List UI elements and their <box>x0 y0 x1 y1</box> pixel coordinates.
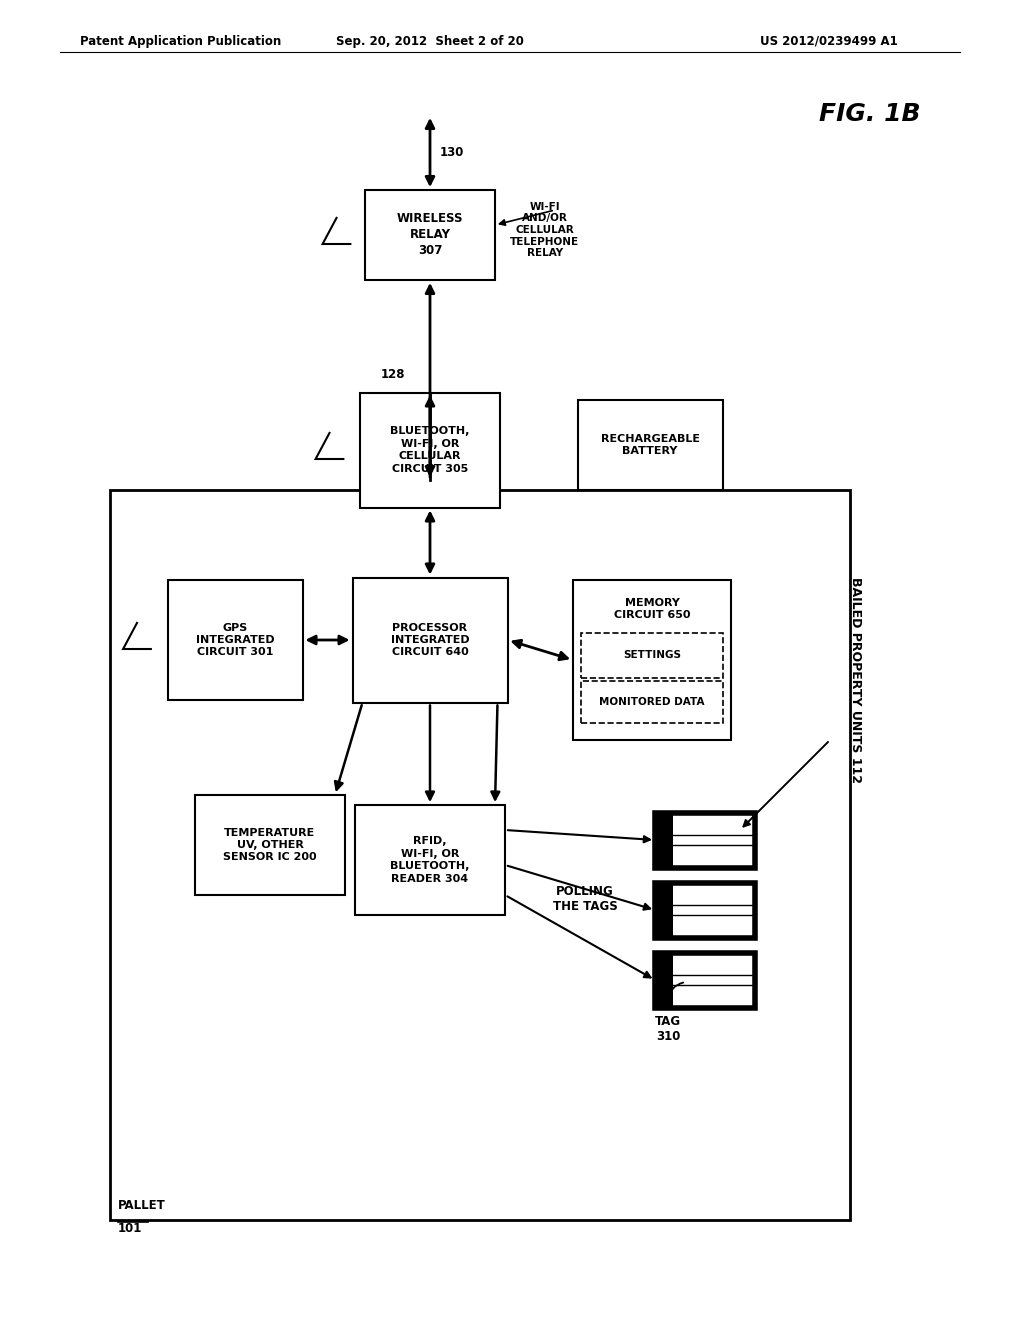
Bar <box>655 813 755 867</box>
Text: WI-FI
AND/OR
CELLULAR
TELEPHONE
RELAY: WI-FI AND/OR CELLULAR TELEPHONE RELAY <box>510 202 580 259</box>
Bar <box>355 805 505 915</box>
Text: SETTINGS: SETTINGS <box>623 649 681 660</box>
Text: MEMORY
CIRCUIT 650: MEMORY CIRCUIT 650 <box>613 598 690 620</box>
Text: GPS
INTEGRATED
CIRCUIT 301: GPS INTEGRATED CIRCUIT 301 <box>196 623 274 657</box>
Text: RECHARGEABLE
BATTERY: RECHARGEABLE BATTERY <box>600 434 699 457</box>
Text: 101: 101 <box>118 1222 142 1236</box>
Bar <box>581 632 723 677</box>
Bar <box>655 883 673 937</box>
Text: BLUETOOTH,
WI-FI, OR
CELLULAR
CIRCUIT 305: BLUETOOTH, WI-FI, OR CELLULAR CIRCUIT 30… <box>390 426 470 474</box>
Bar <box>110 490 850 1220</box>
Text: PALLET: PALLET <box>118 1199 166 1212</box>
Text: POLLING
THE TAGS: POLLING THE TAGS <box>553 884 617 913</box>
Bar <box>365 190 495 280</box>
Bar <box>168 579 302 700</box>
Text: RFID,
WI-FI, OR
BLUETOOTH,
READER 304: RFID, WI-FI, OR BLUETOOTH, READER 304 <box>390 837 470 883</box>
Bar <box>578 400 723 490</box>
Text: US 2012/0239499 A1: US 2012/0239499 A1 <box>760 36 898 48</box>
Text: Sep. 20, 2012  Sheet 2 of 20: Sep. 20, 2012 Sheet 2 of 20 <box>336 36 524 48</box>
Text: BAILED PROPERTY UNITS 112: BAILED PROPERTY UNITS 112 <box>849 577 861 783</box>
Bar <box>573 579 731 741</box>
Bar <box>581 681 723 723</box>
Text: WIRELESS
RELAY
307: WIRELESS RELAY 307 <box>396 213 463 257</box>
Text: Patent Application Publication: Patent Application Publication <box>80 36 282 48</box>
Bar <box>655 953 755 1007</box>
Bar <box>655 883 755 937</box>
Bar <box>352 578 508 702</box>
Bar <box>655 813 673 867</box>
Text: TEMPERATURE
UV, OTHER
SENSOR IC 200: TEMPERATURE UV, OTHER SENSOR IC 200 <box>223 828 316 862</box>
Bar <box>655 953 673 1007</box>
Bar <box>195 795 345 895</box>
Text: TAG
310: TAG 310 <box>655 1015 681 1043</box>
Text: PROCESSOR
INTEGRATED
CIRCUIT 640: PROCESSOR INTEGRATED CIRCUIT 640 <box>391 623 469 657</box>
Text: 128: 128 <box>381 368 406 381</box>
Bar <box>360 392 500 507</box>
Text: FIG. 1B: FIG. 1B <box>819 102 921 125</box>
Text: MONITORED DATA: MONITORED DATA <box>599 697 705 708</box>
Text: 130: 130 <box>440 145 464 158</box>
